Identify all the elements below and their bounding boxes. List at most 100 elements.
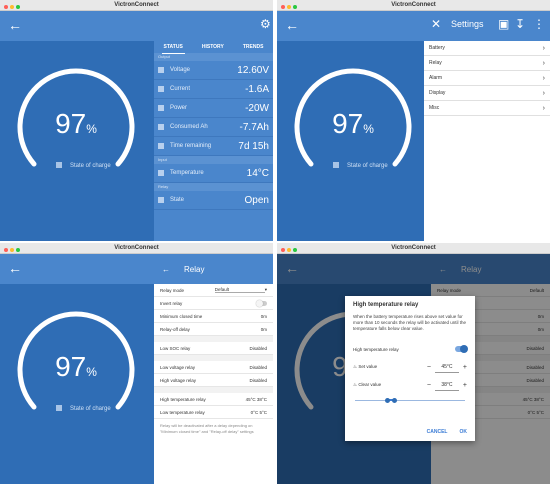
minus-button[interactable]: − bbox=[426, 363, 431, 371]
download-icon[interactable]: ↧ bbox=[515, 17, 526, 31]
set-slider-handle[interactable] bbox=[392, 398, 397, 403]
minimize-dot[interactable] bbox=[10, 5, 14, 9]
close-dot[interactable] bbox=[281, 5, 285, 9]
ok-button[interactable]: OK bbox=[459, 429, 468, 435]
window-title: VictronConnect bbox=[114, 2, 159, 8]
zoom-dot[interactable] bbox=[16, 5, 20, 9]
back-arrow-icon[interactable]: ← bbox=[8, 17, 22, 33]
zoom-dot[interactable] bbox=[293, 248, 297, 252]
relay-mode-row[interactable]: Relay mode Default ▾ bbox=[154, 284, 273, 297]
clock-icon bbox=[158, 143, 164, 149]
row-voltage: Voltage 12.60V bbox=[154, 61, 273, 80]
title-bar: VictronConnect bbox=[0, 243, 273, 254]
settings-item-display[interactable]: Display › bbox=[424, 86, 550, 101]
thermometer-icon bbox=[158, 170, 164, 176]
dialog-title: High temperature relay bbox=[353, 302, 419, 308]
tab-trends[interactable]: TRENDS bbox=[242, 44, 264, 50]
plus-button[interactable]: + bbox=[462, 381, 467, 389]
range-slider[interactable] bbox=[353, 394, 467, 408]
current-icon bbox=[158, 86, 164, 92]
minimize-dot[interactable] bbox=[287, 5, 291, 9]
soc-label: State of charge bbox=[56, 405, 111, 412]
settings-item-alarm[interactable]: Alarm › bbox=[424, 71, 550, 86]
back-arrow-icon[interactable]: ← bbox=[8, 260, 22, 276]
relay-header: ← Relay bbox=[431, 254, 550, 284]
cancel-button[interactable]: CANCEL bbox=[426, 429, 448, 435]
minimize-dot[interactable] bbox=[287, 248, 291, 252]
low-temp-row[interactable]: Low temperature relay 0°C 5°C bbox=[154, 406, 273, 419]
close-dot[interactable] bbox=[4, 248, 8, 252]
battery-icon bbox=[56, 162, 62, 168]
plus-button[interactable]: + bbox=[462, 363, 467, 371]
dialog-toggle-row: High temperature relay bbox=[353, 340, 468, 358]
save-icon[interactable]: ▣ bbox=[498, 17, 510, 31]
minimize-dot[interactable] bbox=[10, 248, 14, 252]
tab-status[interactable]: STATUS bbox=[161, 41, 185, 54]
soc-label: State of charge bbox=[333, 162, 388, 169]
chevron-right-icon: › bbox=[542, 59, 545, 67]
high-temp-row[interactable]: High temperature relay 45°C 38°C bbox=[154, 393, 273, 406]
app-header: ← ⚙ bbox=[0, 11, 273, 41]
title-bar: VictronConnect bbox=[0, 0, 273, 11]
back-arrow-icon[interactable]: ← bbox=[285, 17, 299, 33]
high-voltage-row[interactable]: High voltage relay Disabled bbox=[154, 374, 273, 387]
back-arrow-icon[interactable]: ← bbox=[162, 264, 170, 274]
relay-note: Relay will be deactivated after a delay … bbox=[160, 423, 254, 434]
battery-icon bbox=[333, 162, 339, 168]
clear-slider-handle[interactable] bbox=[385, 398, 390, 403]
tab-bar: STATUS HISTORY TRENDS bbox=[154, 41, 273, 54]
close-dot[interactable] bbox=[4, 5, 8, 9]
back-arrow-icon[interactable]: ← bbox=[285, 260, 299, 276]
soc-label: State of charge bbox=[56, 162, 111, 169]
low-voltage-row[interactable]: Low voltage relay Disabled bbox=[154, 361, 273, 374]
close-dot[interactable] bbox=[281, 248, 285, 252]
set-value-field[interactable]: 45°C bbox=[434, 362, 459, 373]
row-current: Current -1.6A bbox=[154, 80, 273, 99]
close-icon[interactable]: ✕ bbox=[431, 17, 442, 31]
off-delay-row[interactable]: Relay-off delay 0m bbox=[154, 323, 273, 336]
soc-percent: 97% bbox=[332, 108, 374, 139]
high-temp-toggle[interactable] bbox=[455, 345, 468, 353]
chevron-right-icon: › bbox=[542, 89, 545, 97]
relay-panel: ← Relay Relay mode Default ▾ Invert relay M… bbox=[154, 254, 273, 484]
voltage-icon bbox=[158, 67, 164, 73]
row-consumed: Consumed Ah -7.7Ah bbox=[154, 118, 273, 137]
invert-relay-toggle[interactable] bbox=[256, 299, 267, 307]
window-title: VictronConnect bbox=[114, 245, 159, 251]
clear-value-field[interactable]: 38°C bbox=[434, 380, 459, 391]
gear-icon[interactable]: ⚙ bbox=[260, 17, 271, 31]
window-title: VictronConnect bbox=[391, 2, 436, 8]
chevron-right-icon: › bbox=[542, 74, 545, 82]
window-title: VictronConnect bbox=[391, 245, 436, 251]
settings-item-misc[interactable]: Misc › bbox=[424, 101, 550, 116]
tab-history[interactable]: HISTORY bbox=[201, 44, 224, 50]
status-window: VictronConnect ← ⚙ 97% State of charge S… bbox=[0, 0, 273, 241]
relay-icon bbox=[158, 197, 164, 203]
app-header: ← ✕ Settings ▣ ↧ ⋮ bbox=[277, 11, 550, 41]
clear-value-stepper: −38°C + bbox=[427, 380, 467, 391]
back-arrow-icon: ← bbox=[439, 264, 447, 274]
thermometer-icon: ♨ bbox=[353, 382, 358, 387]
zoom-dot[interactable] bbox=[293, 5, 297, 9]
min-closed-row[interactable]: Minimum closed time 0m bbox=[154, 310, 273, 323]
clear-value-label: ♨ Clear value bbox=[353, 382, 382, 387]
settings-title: Settings bbox=[451, 19, 484, 29]
power-icon bbox=[158, 105, 164, 111]
set-value-stepper: −45°C + bbox=[427, 362, 467, 373]
row-power: Power -20W bbox=[154, 99, 273, 118]
more-icon[interactable]: ⋮ bbox=[533, 17, 545, 31]
high-temp-dialog: High temperature relay When the battery … bbox=[345, 296, 475, 441]
settings-list: Battery › Relay › Alarm › Display › Misc › bbox=[424, 41, 550, 241]
soc-gauge bbox=[17, 68, 135, 167]
settings-item-relay[interactable]: Relay › bbox=[424, 56, 550, 71]
settings-window: VictronConnect ← ✕ Settings ▣ ↧ ⋮ 97% St… bbox=[277, 0, 550, 241]
soc-percent: 97% bbox=[55, 351, 97, 382]
low-soc-row[interactable]: Low SOC relay Disabled bbox=[154, 342, 273, 355]
settings-item-battery[interactable]: Battery › bbox=[424, 41, 550, 56]
minus-button[interactable]: − bbox=[426, 381, 431, 389]
battery-icon bbox=[56, 405, 62, 411]
zoom-dot[interactable] bbox=[16, 248, 20, 252]
row-relay-state: State Open bbox=[154, 191, 273, 210]
section-input: Input bbox=[154, 156, 273, 164]
title-bar: VictronConnect bbox=[277, 0, 550, 11]
